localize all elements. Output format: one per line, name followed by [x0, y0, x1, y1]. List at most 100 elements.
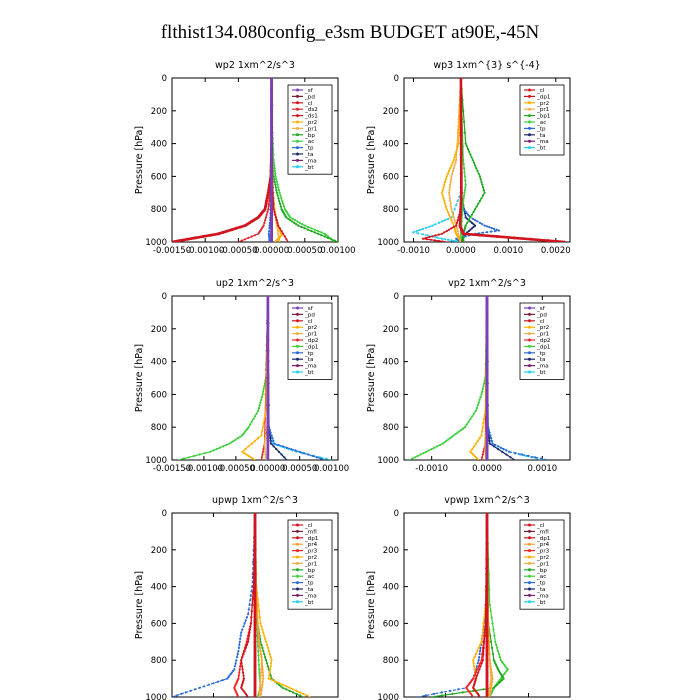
series-point-tp — [479, 649, 482, 653]
series-point-ac — [477, 401, 480, 404]
y-axis-label: Pressure [hPa] — [134, 571, 145, 639]
series-point-cl — [193, 236, 197, 240]
series-point-bt — [453, 208, 456, 211]
series-point-tp — [294, 449, 297, 452]
series-point-pr2 — [441, 194, 444, 197]
series-point-pr4 — [488, 640, 491, 643]
series-point-cl — [253, 513, 257, 515]
series-point-bp — [261, 646, 264, 650]
legend-marker — [296, 600, 299, 604]
series-point-pr2 — [264, 413, 267, 416]
series-point-bt — [447, 238, 450, 241]
series-point-dp2 — [260, 456, 263, 459]
series-point-bp — [275, 191, 278, 194]
series-point-pr4 — [489, 665, 492, 668]
series-point-tp — [475, 665, 478, 668]
series-point-bp1 — [478, 175, 481, 178]
series-point-pr1 — [453, 164, 456, 167]
series-point-ac — [225, 443, 228, 447]
legend-marker — [296, 325, 299, 329]
series-point-pr4 — [261, 665, 264, 668]
series-point-bt — [412, 231, 415, 234]
series-point-ac — [427, 449, 430, 452]
legend-label: _pr2 — [304, 325, 317, 331]
series-point-ac — [310, 227, 313, 230]
series-point-bp1 — [466, 148, 470, 151]
series-point-tp — [490, 437, 493, 440]
y-tick-label: 400 — [383, 358, 399, 368]
series-point-pr1 — [448, 191, 451, 194]
series-point-pr2 — [470, 452, 473, 455]
legend-marker — [296, 332, 299, 336]
legend-label: _bp — [304, 568, 315, 574]
legend-label: _bt — [304, 370, 314, 376]
series-point-ac — [193, 454, 196, 457]
series-point-ac — [492, 628, 495, 631]
series-point-ac — [257, 663, 260, 666]
y-tick-label: 400 — [151, 583, 167, 593]
series-point-sf — [485, 431, 489, 435]
panel-title: wp3 1xm^{3} s^{-4} — [433, 60, 540, 71]
series-point-ac — [503, 672, 506, 676]
legend-label: _mfl — [304, 529, 317, 535]
series-point-pr4 — [261, 662, 264, 665]
legend-label: _pr1 — [536, 107, 550, 113]
series-point-bt — [425, 226, 428, 229]
series-point-pr4 — [490, 668, 493, 671]
series-point-cl — [485, 634, 489, 638]
legend-box — [287, 302, 333, 380]
series-point-bt — [440, 220, 443, 223]
series-point-bp — [494, 685, 497, 688]
series-point-bp1 — [477, 202, 480, 205]
series-point-pr1 — [258, 686, 261, 689]
series-point-cl — [239, 225, 243, 229]
legend-label: _pr1 — [304, 561, 318, 567]
series-point-tp — [271, 437, 274, 440]
panel-3: up2 1xm^2/s^3 Pressure [hPa] 0 200 400 600 800… — [134, 278, 349, 474]
series-point-pr1 — [449, 183, 452, 186]
series-point-dp1 — [440, 232, 443, 235]
series-point-ds2 — [257, 232, 260, 235]
series-point-dp1 — [476, 674, 479, 677]
series-point-pr2 — [449, 216, 452, 219]
series-point-sf — [270, 213, 274, 217]
series-point-dp1 — [479, 665, 482, 668]
series-point-pr2 — [474, 442, 477, 445]
series-point-ac — [218, 446, 221, 449]
series-group — [178, 296, 332, 460]
series-point-pr2 — [446, 172, 449, 175]
series-point-cl — [485, 572, 489, 576]
legend-label: _ac — [536, 574, 546, 580]
series-point-pr2 — [253, 439, 257, 442]
series-point-pr1 — [259, 683, 262, 686]
series-point-bp — [333, 239, 336, 242]
y-tick-label: 800 — [383, 656, 399, 666]
series-point-ac — [307, 225, 310, 229]
series-point-ta — [472, 223, 475, 226]
series-point-pr2 — [264, 637, 267, 640]
series-point-bp — [320, 234, 323, 237]
series-point-cl — [546, 239, 550, 242]
legend-label: _bt — [536, 370, 546, 376]
series-point-dp1 — [477, 694, 480, 697]
series-point-dp1 — [481, 659, 484, 662]
legend-marker — [296, 312, 299, 316]
series-point-pr1 — [264, 437, 267, 440]
series-point-pr2 — [262, 631, 265, 634]
legend-marker — [296, 581, 299, 585]
legend-label: _pd — [536, 312, 547, 318]
series-point-dp1 — [448, 228, 451, 231]
series-point-sf — [485, 403, 489, 407]
series-point-pr2 — [457, 142, 460, 145]
series-point-pr3 — [237, 674, 240, 677]
panel-1: wp2 1xm^2/s^3 Pressure [hPa] 0 200 400 600 800… — [134, 60, 356, 256]
legend-marker — [296, 306, 299, 310]
series-point-ac — [475, 407, 478, 410]
series-point-dp1 — [441, 240, 444, 242]
series-point-bt — [434, 223, 437, 226]
series-point-pr1 — [451, 172, 454, 175]
series-point-pr2 — [271, 679, 274, 682]
legend-marker — [296, 587, 299, 591]
legend-marker — [528, 120, 531, 124]
series-point-bt — [415, 230, 418, 233]
